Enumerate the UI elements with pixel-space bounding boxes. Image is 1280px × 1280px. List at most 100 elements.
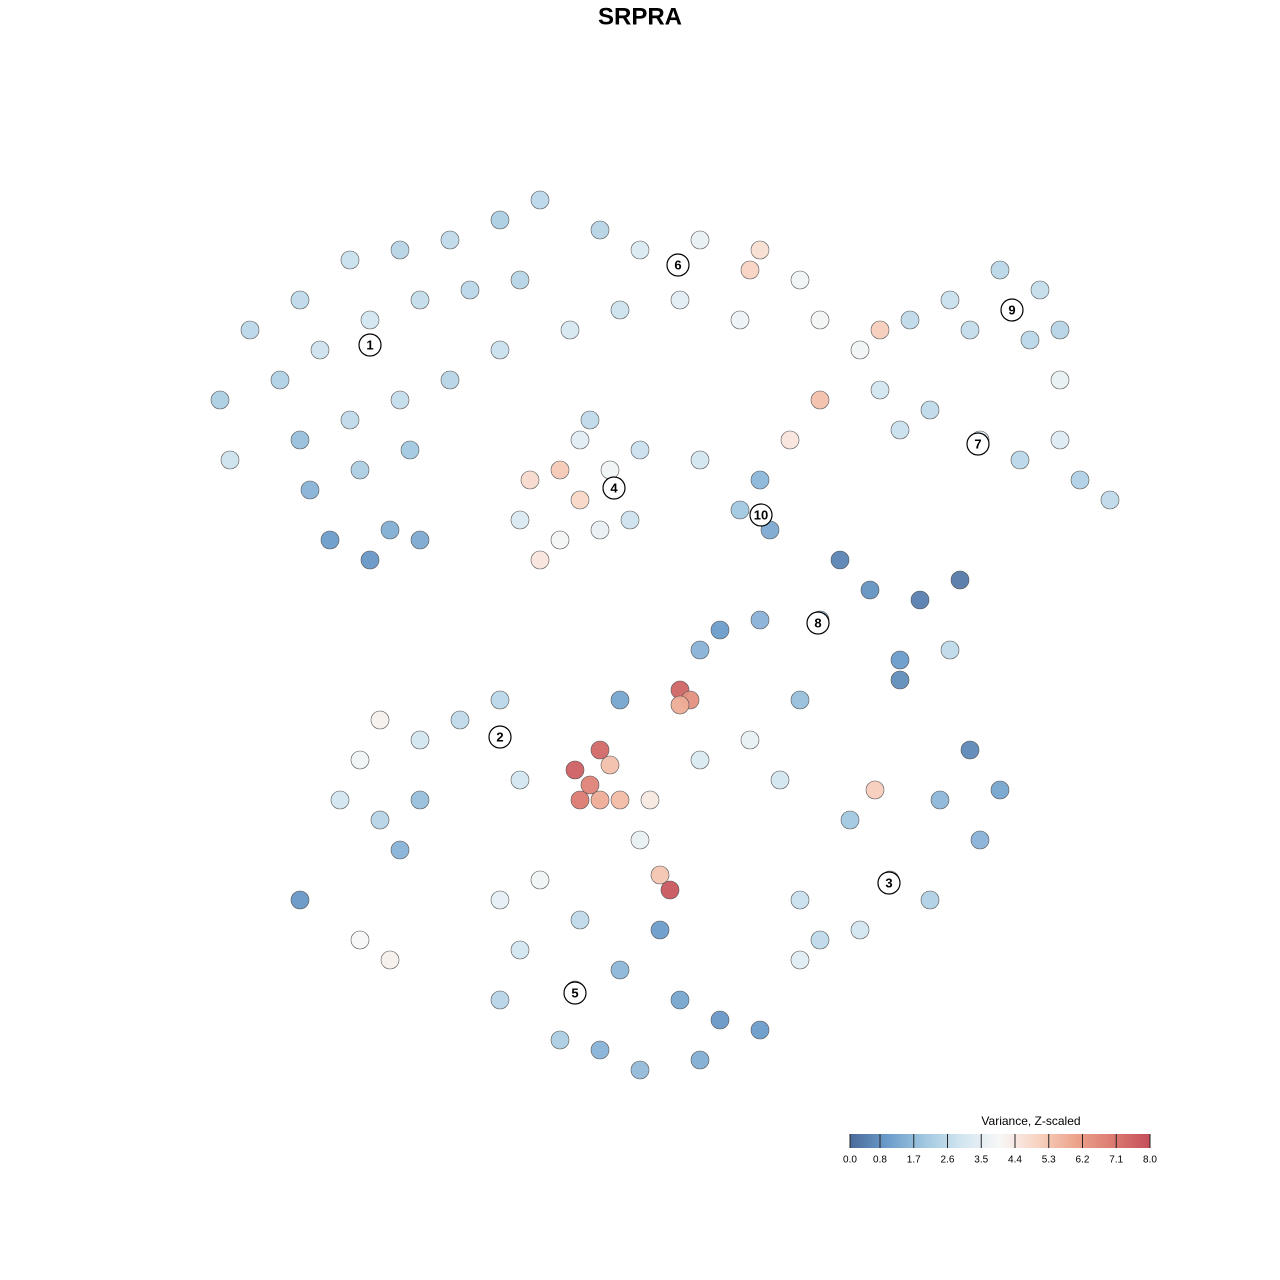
point [510,940,530,960]
point [810,310,830,330]
point [690,750,710,770]
point [490,690,510,710]
point [570,430,590,450]
point [550,460,570,480]
point [600,460,620,480]
point [920,400,940,420]
point [940,290,960,310]
point [530,550,550,570]
point [790,690,810,710]
point [590,740,610,760]
point [530,870,550,890]
point [1050,370,1070,390]
point [490,890,510,910]
point [570,790,590,810]
point [780,430,800,450]
point [370,710,390,730]
point [610,960,630,980]
point [1050,320,1070,340]
colorbar-tick-label: 5.3 [1042,1155,1056,1166]
point [830,550,850,570]
point [890,420,910,440]
point [740,730,760,750]
point [730,310,750,330]
cluster-marker [358,333,382,357]
point [690,230,710,250]
point [650,865,670,885]
colorbar-tick-label: 4.4 [1008,1155,1022,1166]
point [580,410,600,430]
colorbar-tick-label: 2.6 [941,1155,955,1166]
cluster-label: 3 [885,875,892,890]
point [300,480,320,500]
point [940,640,960,660]
point [350,930,370,950]
point [390,390,410,410]
point [630,440,650,460]
point [790,270,810,290]
cluster-label: 6 [674,257,681,272]
point [340,410,360,430]
cluster-label: 2 [496,729,503,744]
point [360,550,380,570]
point [450,710,470,730]
point [340,250,360,270]
point [520,470,540,490]
cluster-labels: 1 2 3 4 5 6 7 8 9 10 [358,253,1024,1005]
cluster-label: 10 [754,507,768,522]
point [1010,450,1030,470]
point [440,370,460,390]
point [750,1020,770,1040]
point [870,320,890,340]
point [840,810,860,830]
point [770,770,790,790]
point [380,950,400,970]
point [330,790,350,810]
point [410,730,430,750]
point [900,310,920,330]
cluster-label: 4 [610,480,618,495]
cluster-label: 7 [974,436,981,451]
point [490,990,510,1010]
point [630,240,650,260]
point [670,990,690,1010]
point [390,240,410,260]
point [290,290,310,310]
point [870,380,890,400]
point [630,1060,650,1080]
point [580,775,600,795]
colorbar-tick-label: 0.8 [873,1155,887,1166]
point [890,650,910,670]
point [570,490,590,510]
point [490,340,510,360]
point [490,210,510,230]
point [570,910,590,930]
point [590,220,610,240]
point [970,830,990,850]
point [610,300,630,320]
point [660,880,680,900]
point [350,750,370,770]
point [1070,470,1090,490]
point [865,780,885,800]
point [750,470,770,490]
colorbar-tick-label: 3.5 [974,1155,988,1166]
point [350,460,370,480]
point [410,290,430,310]
cluster-marker [966,432,990,456]
point [380,520,400,540]
point [550,530,570,550]
cluster-label: 1 [366,337,373,352]
point [710,620,730,640]
point [1020,330,1040,350]
point [670,290,690,310]
point [390,840,410,860]
point [220,450,240,470]
point [990,780,1010,800]
point [565,760,585,780]
cluster-marker [488,725,512,749]
point [290,890,310,910]
cluster-marker [602,476,626,500]
point [370,810,390,830]
